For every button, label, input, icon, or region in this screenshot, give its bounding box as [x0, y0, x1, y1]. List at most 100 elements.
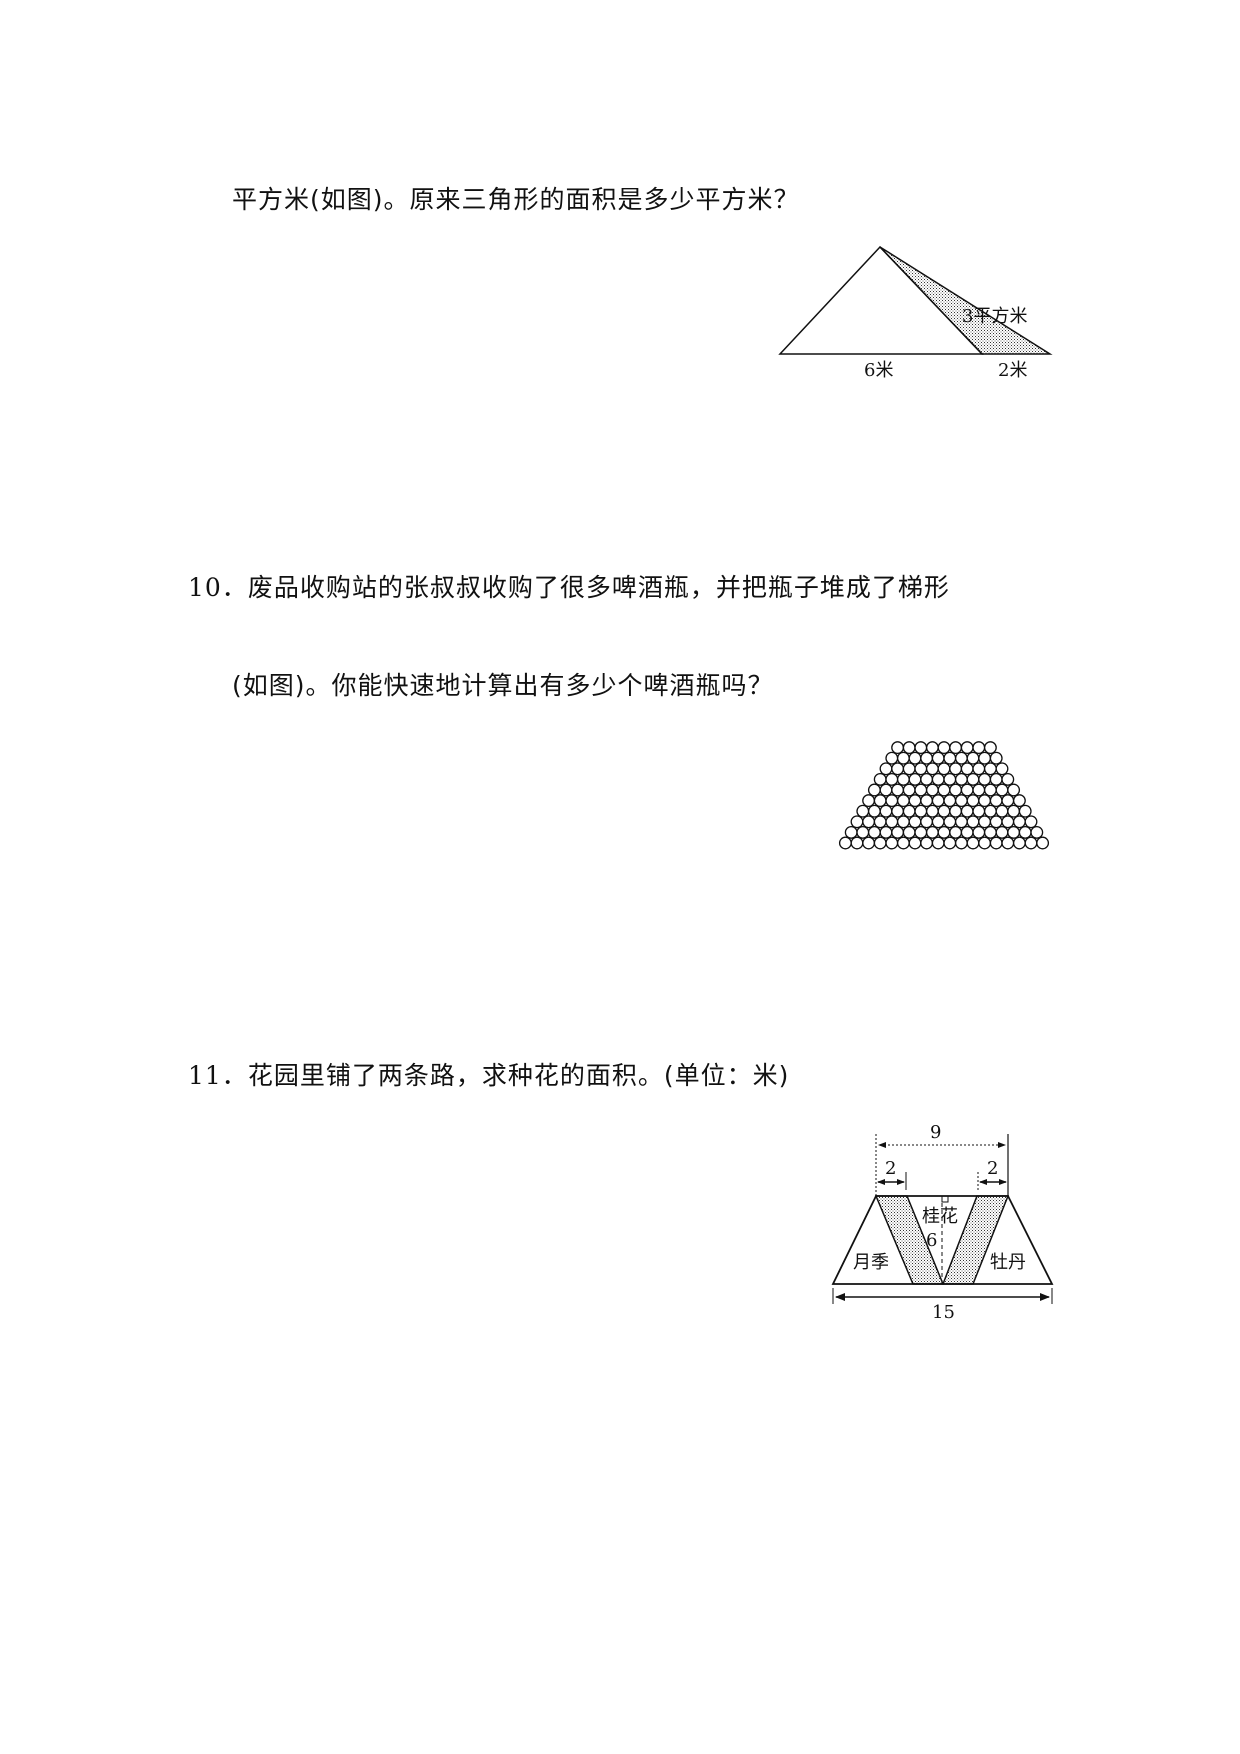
bottle — [931, 751, 945, 765]
bottle — [873, 815, 887, 829]
bottle — [908, 751, 922, 765]
bottle — [960, 762, 974, 776]
bottle — [972, 783, 986, 797]
label-middle-flower: 桂花 — [922, 1206, 958, 1227]
area-label: 3平方米 — [962, 306, 1027, 327]
bottle — [937, 783, 951, 797]
bottle — [1007, 783, 1021, 797]
bottle — [896, 815, 910, 829]
bottle — [949, 804, 963, 818]
bottle — [995, 762, 1009, 776]
garden-trapezoid — [831, 1195, 1054, 1285]
bottle — [954, 772, 968, 786]
bottle — [1001, 815, 1015, 829]
bottle — [983, 741, 997, 755]
bottle — [972, 741, 986, 755]
bottle — [885, 836, 899, 850]
bottle — [885, 772, 899, 786]
bottle — [867, 783, 881, 797]
bottle — [943, 836, 957, 850]
bottle — [972, 762, 986, 776]
bottle — [896, 794, 910, 808]
bottle — [891, 783, 905, 797]
bottle — [838, 836, 852, 850]
q9-text-continued: 平方米(如图)。原来三角形的面积是多少平方米？ — [232, 185, 800, 214]
bottle — [966, 772, 980, 786]
q10-bottle-stack-figure — [838, 741, 1050, 850]
bottle — [856, 804, 870, 818]
label-left-flower: 月季 — [853, 1252, 889, 1273]
bottle — [920, 815, 934, 829]
bottle — [844, 825, 858, 839]
bottle — [879, 825, 893, 839]
bottle — [902, 804, 916, 818]
bottle — [1018, 825, 1032, 839]
bottle — [902, 825, 916, 839]
bottle — [949, 762, 963, 776]
bottle — [1030, 825, 1044, 839]
bottle — [937, 825, 951, 839]
label-right-flower: 牡丹 — [990, 1252, 1026, 1273]
base-label: 6米 — [864, 360, 893, 381]
bottle — [966, 794, 980, 808]
bottle — [978, 772, 992, 786]
bottle — [908, 794, 922, 808]
bottle — [914, 762, 928, 776]
bottle — [914, 741, 928, 755]
q10-text-line1: 10．废品收购站的张叔叔收购了很多啤酒瓶，并把瓶子堆成了梯形 — [188, 568, 950, 604]
bottle — [862, 794, 876, 808]
label-bottom: 15 — [932, 1302, 955, 1323]
bottle — [920, 751, 934, 765]
bottle — [972, 804, 986, 818]
q9-triangle-figure: 3平方米 6米 2米 — [778, 245, 1053, 381]
bottle — [925, 762, 939, 776]
bottle — [896, 772, 910, 786]
bottle — [995, 783, 1009, 797]
bottle — [925, 825, 939, 839]
bottle — [1012, 836, 1026, 850]
bottle — [902, 741, 916, 755]
bottle — [908, 836, 922, 850]
bottle — [960, 783, 974, 797]
bottle — [966, 751, 980, 765]
bottle — [896, 751, 910, 765]
original-triangle — [778, 245, 984, 355]
shaded-extension-triangle — [879, 246, 1053, 355]
bottle — [902, 783, 916, 797]
bottle — [1036, 836, 1050, 850]
label-top: 9 — [930, 1122, 941, 1143]
bottle — [867, 825, 881, 839]
bottle — [885, 751, 899, 765]
bottle — [1012, 794, 1026, 808]
bottle — [931, 794, 945, 808]
bottle — [867, 804, 881, 818]
bottle — [1001, 836, 1015, 850]
bottle — [966, 836, 980, 850]
bottle — [978, 836, 992, 850]
bottle — [856, 825, 870, 839]
q11-text: 花园里铺了两条路，求种花的面积。(单位：米) — [247, 1061, 790, 1090]
bottle — [891, 804, 905, 818]
bottle — [862, 815, 876, 829]
bottle — [989, 794, 1003, 808]
bottle — [1001, 794, 1015, 808]
bottle — [995, 825, 1009, 839]
bottle — [954, 751, 968, 765]
bottle — [954, 794, 968, 808]
label-height: 6 — [926, 1230, 937, 1251]
bottle — [989, 772, 1003, 786]
bottle — [954, 836, 968, 850]
bottle — [943, 751, 957, 765]
label-road-right: 2 — [987, 1158, 998, 1179]
bottle — [850, 836, 864, 850]
bottle — [931, 836, 945, 850]
bottle — [943, 815, 957, 829]
bottle — [873, 836, 887, 850]
bottle — [960, 741, 974, 755]
extension-label: 2米 — [998, 360, 1027, 381]
bottle — [949, 783, 963, 797]
bottle — [925, 804, 939, 818]
bottle — [1024, 836, 1038, 850]
bottle — [908, 815, 922, 829]
